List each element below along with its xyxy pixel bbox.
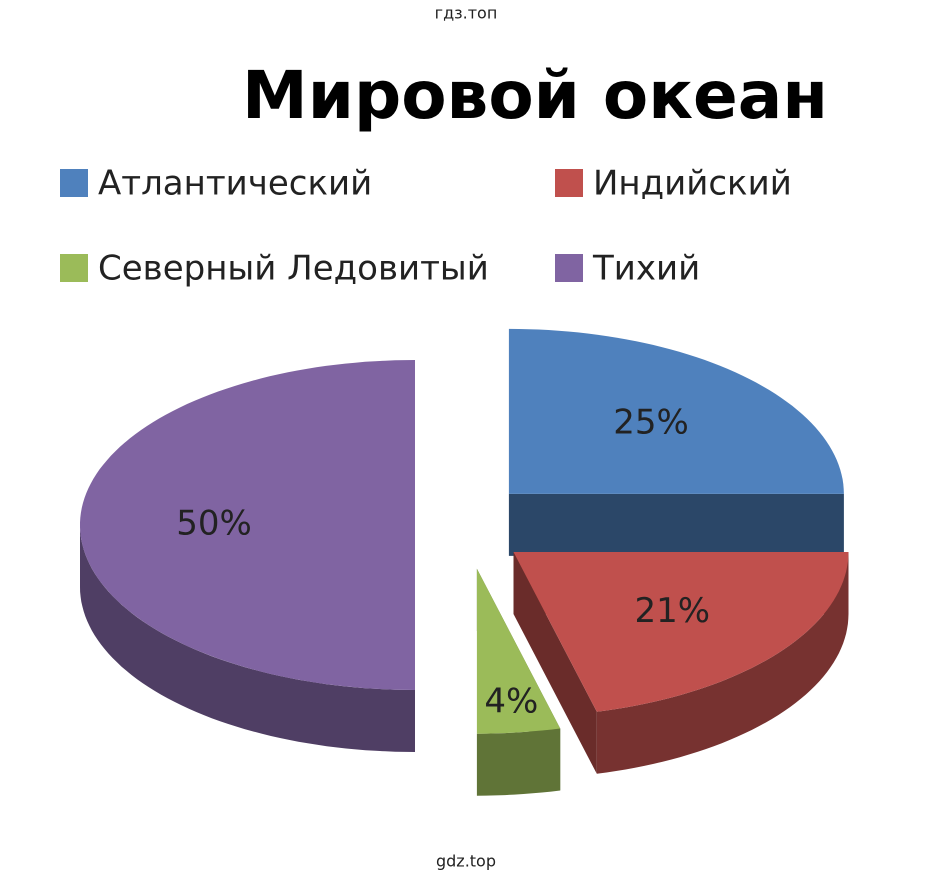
legend-label: Тихий: [592, 249, 700, 289]
slice-wall: [596, 552, 849, 774]
watermark: gdz.top: [436, 852, 496, 871]
slice-side: [513, 552, 597, 774]
slice-side: [508, 493, 844, 556]
legend-label: Атлантический: [98, 164, 372, 204]
value-label: 25%: [613, 402, 689, 442]
legend-label: Северный Ледовитый: [98, 249, 489, 289]
slice-top: [476, 568, 561, 734]
chart-title: Мировой океан: [242, 57, 828, 134]
value-label: 4%: [484, 681, 538, 721]
slice-top: [513, 552, 849, 712]
slice-wall: [80, 525, 415, 752]
value-label: 21%: [634, 591, 710, 631]
value-label: 50%: [176, 504, 252, 544]
slice: [80, 360, 415, 752]
legend-swatch: [60, 254, 88, 282]
slice-wall: [476, 728, 561, 796]
watermark: гдз.топ: [435, 4, 498, 23]
slice: [513, 552, 849, 774]
legend-swatch: [555, 254, 583, 282]
slice-top: [508, 328, 844, 494]
slice-top: [80, 360, 415, 690]
slice: [476, 568, 561, 796]
legend-swatch: [60, 169, 88, 197]
legend-swatch: [555, 169, 583, 197]
slice: [508, 328, 844, 556]
legend-label: Индийский: [593, 164, 792, 204]
